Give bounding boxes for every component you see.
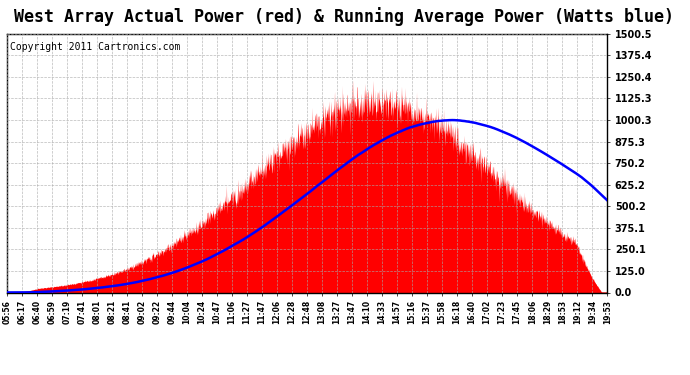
Text: Copyright 2011 Cartronics.com: Copyright 2011 Cartronics.com <box>10 42 180 51</box>
Text: West Array Actual Power (red) & Running Average Power (Watts blue)  Wed Jul 6 20: West Array Actual Power (red) & Running … <box>14 8 690 27</box>
